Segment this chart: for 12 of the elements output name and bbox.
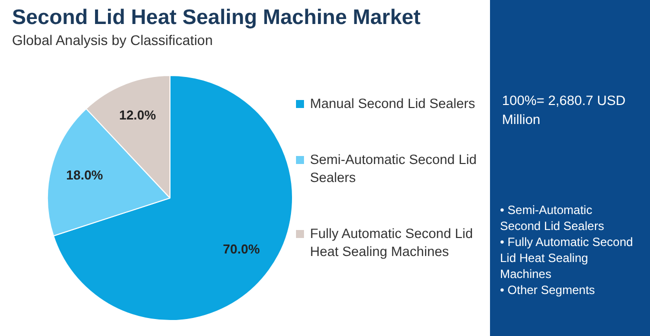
- text: • Fully Automatic Second Lid Heat Sealing Machines: [500, 234, 634, 282]
- legend-label: Fully Automatic Second Lid Heat Sealing Machines: [310, 225, 474, 261]
- chart-title: Second Lid Heat Sealing Machine Market: [12, 6, 420, 30]
- data-label: 70.0%: [222, 241, 260, 256]
- data-label: 18.0%: [66, 168, 104, 183]
- text: • Semi-Automatic Second Lid Sealers: [500, 202, 606, 234]
- legend-label: Manual Second Lid Sealers: [310, 95, 476, 113]
- data-label: 12.0%: [119, 108, 156, 123]
- legend-label: Semi-Automatic Second Lid Sealers: [310, 151, 478, 187]
- text: • Other Segments: [500, 282, 596, 298]
- text: 100%= 2,680.7 USD Million: [502, 92, 626, 129]
- chart-subtitle: Global Analysis by Classification: [12, 32, 213, 48]
